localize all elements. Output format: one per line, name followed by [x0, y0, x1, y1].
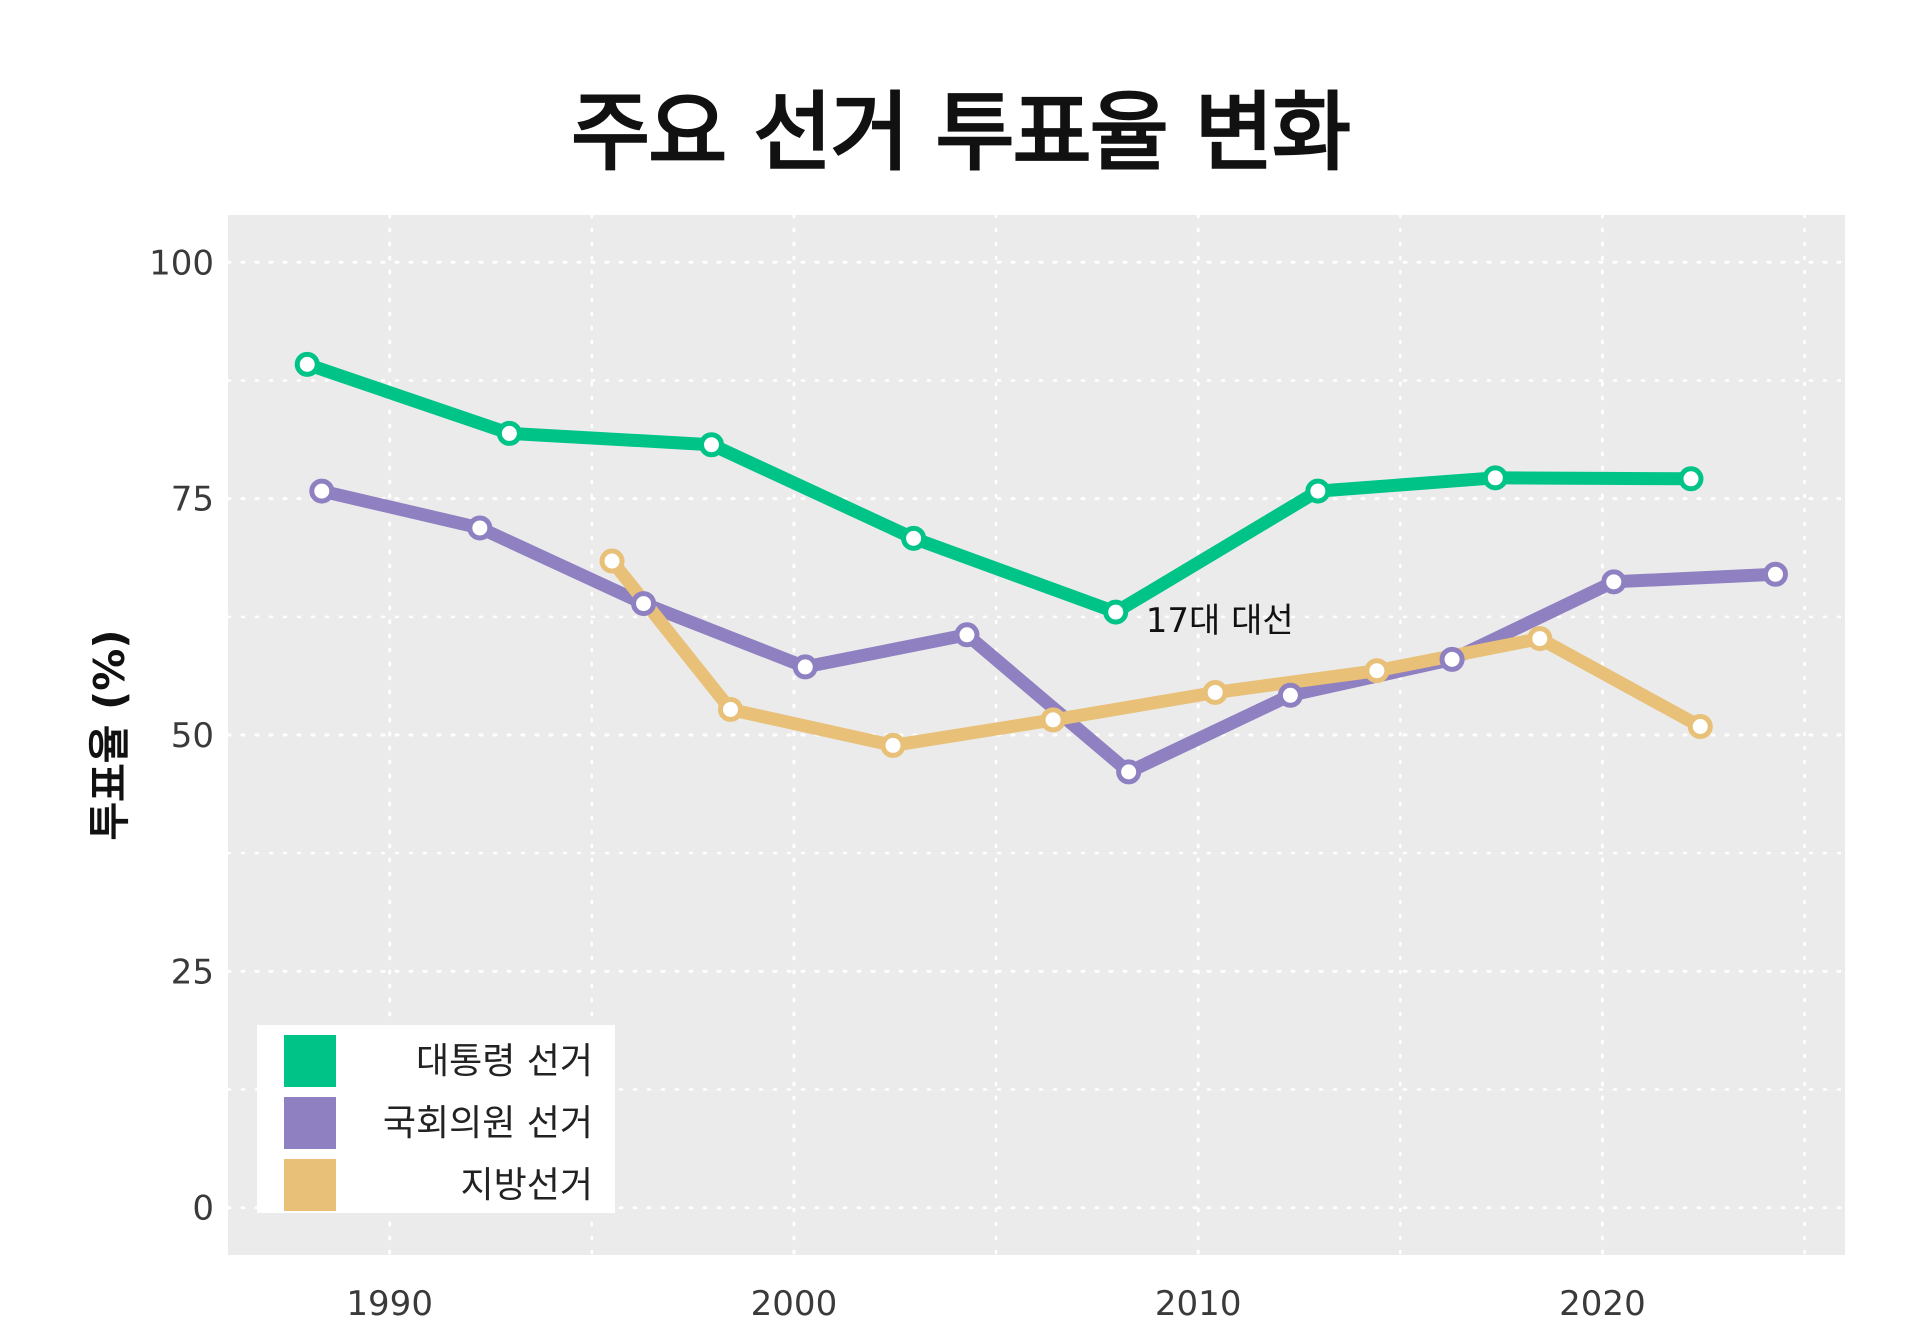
- data-point-2: [599, 548, 625, 574]
- data-point-2: [717, 696, 743, 722]
- data-point-1: [467, 515, 493, 541]
- data-point-1: [792, 654, 818, 680]
- x-tick-label: 1990: [346, 1284, 433, 1324]
- series-lines: [300, 357, 1782, 779]
- annotations: 17대 대선: [1146, 601, 1294, 641]
- data-point-1: [954, 622, 980, 648]
- series-line-1: [315, 484, 1782, 779]
- series-line-2: [605, 554, 1707, 752]
- data-point-2: [1687, 713, 1713, 739]
- y-tick-label: 50: [171, 716, 214, 756]
- legend-swatch: [284, 1097, 336, 1149]
- data-point-1: [1439, 646, 1465, 672]
- x-tick-label: 2020: [1559, 1284, 1646, 1324]
- y-tick-label: 100: [149, 243, 214, 283]
- data-point-0: [1482, 465, 1508, 491]
- data-point-0: [496, 420, 522, 446]
- chart-title: 주요 선거 투표율 변화: [571, 83, 1351, 183]
- legend-swatch: [284, 1035, 336, 1087]
- data-point-1: [1116, 759, 1142, 785]
- legend-label: 지방선거: [461, 1165, 593, 1206]
- annotation-label: 17대 대선: [1146, 601, 1294, 641]
- series-line-0: [300, 357, 1698, 619]
- data-point-1: [1277, 682, 1303, 708]
- x-tick-label: 2000: [751, 1284, 838, 1324]
- x-tick-label: 2010: [1155, 1284, 1242, 1324]
- data-point-2: [1202, 679, 1228, 705]
- y-tick-label: 25: [171, 952, 214, 992]
- legend-label: 대통령 선거: [416, 1041, 593, 1082]
- y-tick-label: 0: [192, 1189, 214, 1229]
- y-tick-label: 75: [171, 480, 214, 520]
- data-point-1: [631, 591, 657, 617]
- legend-label: 국회의원 선거: [383, 1103, 593, 1144]
- data-point-1: [1601, 569, 1627, 595]
- data-point-0: [901, 525, 927, 551]
- data-point-0: [1305, 478, 1331, 504]
- data-point-1: [309, 478, 335, 504]
- series-points: [294, 351, 1788, 785]
- y-axis-label: 투표율 (%): [85, 629, 134, 840]
- axis-ticks: 1990 2000 2010 2020 0 25 50 75 100: [149, 243, 1646, 1324]
- data-point-2: [880, 732, 906, 758]
- data-point-2: [1364, 658, 1390, 684]
- data-point-0: [1103, 599, 1129, 625]
- data-point-0: [1678, 466, 1704, 492]
- legend-swatch: [284, 1159, 336, 1211]
- data-point-2: [1040, 707, 1066, 733]
- data-point-0: [698, 432, 724, 458]
- data-point-1: [1762, 561, 1788, 587]
- data-point-2: [1527, 626, 1553, 652]
- data-point-0: [294, 351, 320, 377]
